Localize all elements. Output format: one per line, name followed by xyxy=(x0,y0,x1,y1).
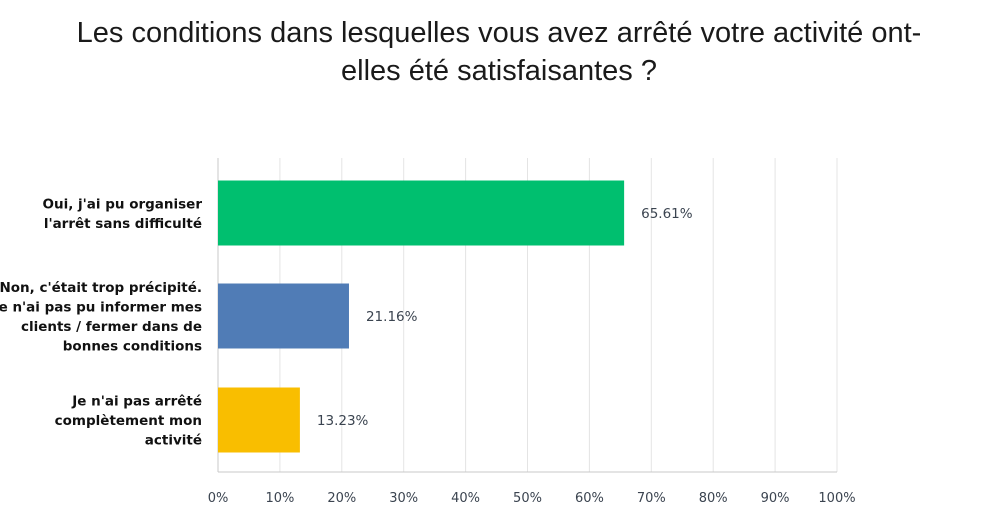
category-label-line: complètement mon xyxy=(55,413,202,429)
x-tick-label: 60% xyxy=(575,491,604,506)
category-label-line: Non, c'était trop précipité. xyxy=(0,280,202,296)
data-label: 13.23% xyxy=(317,413,369,429)
x-tick-label: 30% xyxy=(389,491,418,506)
bar xyxy=(218,180,625,246)
x-tick-label: 100% xyxy=(818,491,855,506)
category-label-line: bonnes conditions xyxy=(63,338,202,354)
bar xyxy=(218,283,349,349)
x-tick-label: 10% xyxy=(265,491,294,506)
data-label: 65.61% xyxy=(641,206,693,222)
bars xyxy=(218,180,625,453)
data-label: 21.16% xyxy=(366,309,418,325)
category-label: Non, c'était trop précipité. Je n'ai pas … xyxy=(0,280,202,355)
labels: 0% 10% 20% 30% 40% 50% 60% 70% 80% 90% 100% 65.61% O… xyxy=(0,196,856,506)
x-tick-label: 70% xyxy=(637,491,666,506)
category-label-line: activité xyxy=(145,433,202,449)
x-tick-label: 90% xyxy=(761,491,790,506)
x-tick-label: 80% xyxy=(699,491,728,506)
category-label-line: l'arrêt sans difficulté xyxy=(44,216,202,232)
category-label: Oui, j'ai pu organiser l'arrêt sans diffi… xyxy=(42,196,202,232)
category-label-line: Je n'ai pas arrêté xyxy=(71,394,202,410)
category-label-line: clients / fermer dans de xyxy=(21,319,202,335)
category-label-line: Je n'ai pas pu informer mes xyxy=(0,299,202,315)
x-tick-label: 20% xyxy=(327,491,356,506)
category-label-line: Oui, j'ai pu organiser xyxy=(42,196,202,212)
x-tick-label: 0% xyxy=(208,491,229,506)
category-label: Je n'ai pas arrêté complètement mon activi… xyxy=(55,394,202,449)
x-tick-label: 50% xyxy=(513,491,542,506)
x-tick-label: 40% xyxy=(451,491,480,506)
chart-title-line-2: elles été satisfaisantes ? xyxy=(341,55,657,87)
chart-title-line-1: Les conditions dans lesquelles vous avez… xyxy=(76,17,922,49)
chart-title: Les conditions dans lesquelles vous avez… xyxy=(0,14,998,90)
bar xyxy=(218,387,300,453)
